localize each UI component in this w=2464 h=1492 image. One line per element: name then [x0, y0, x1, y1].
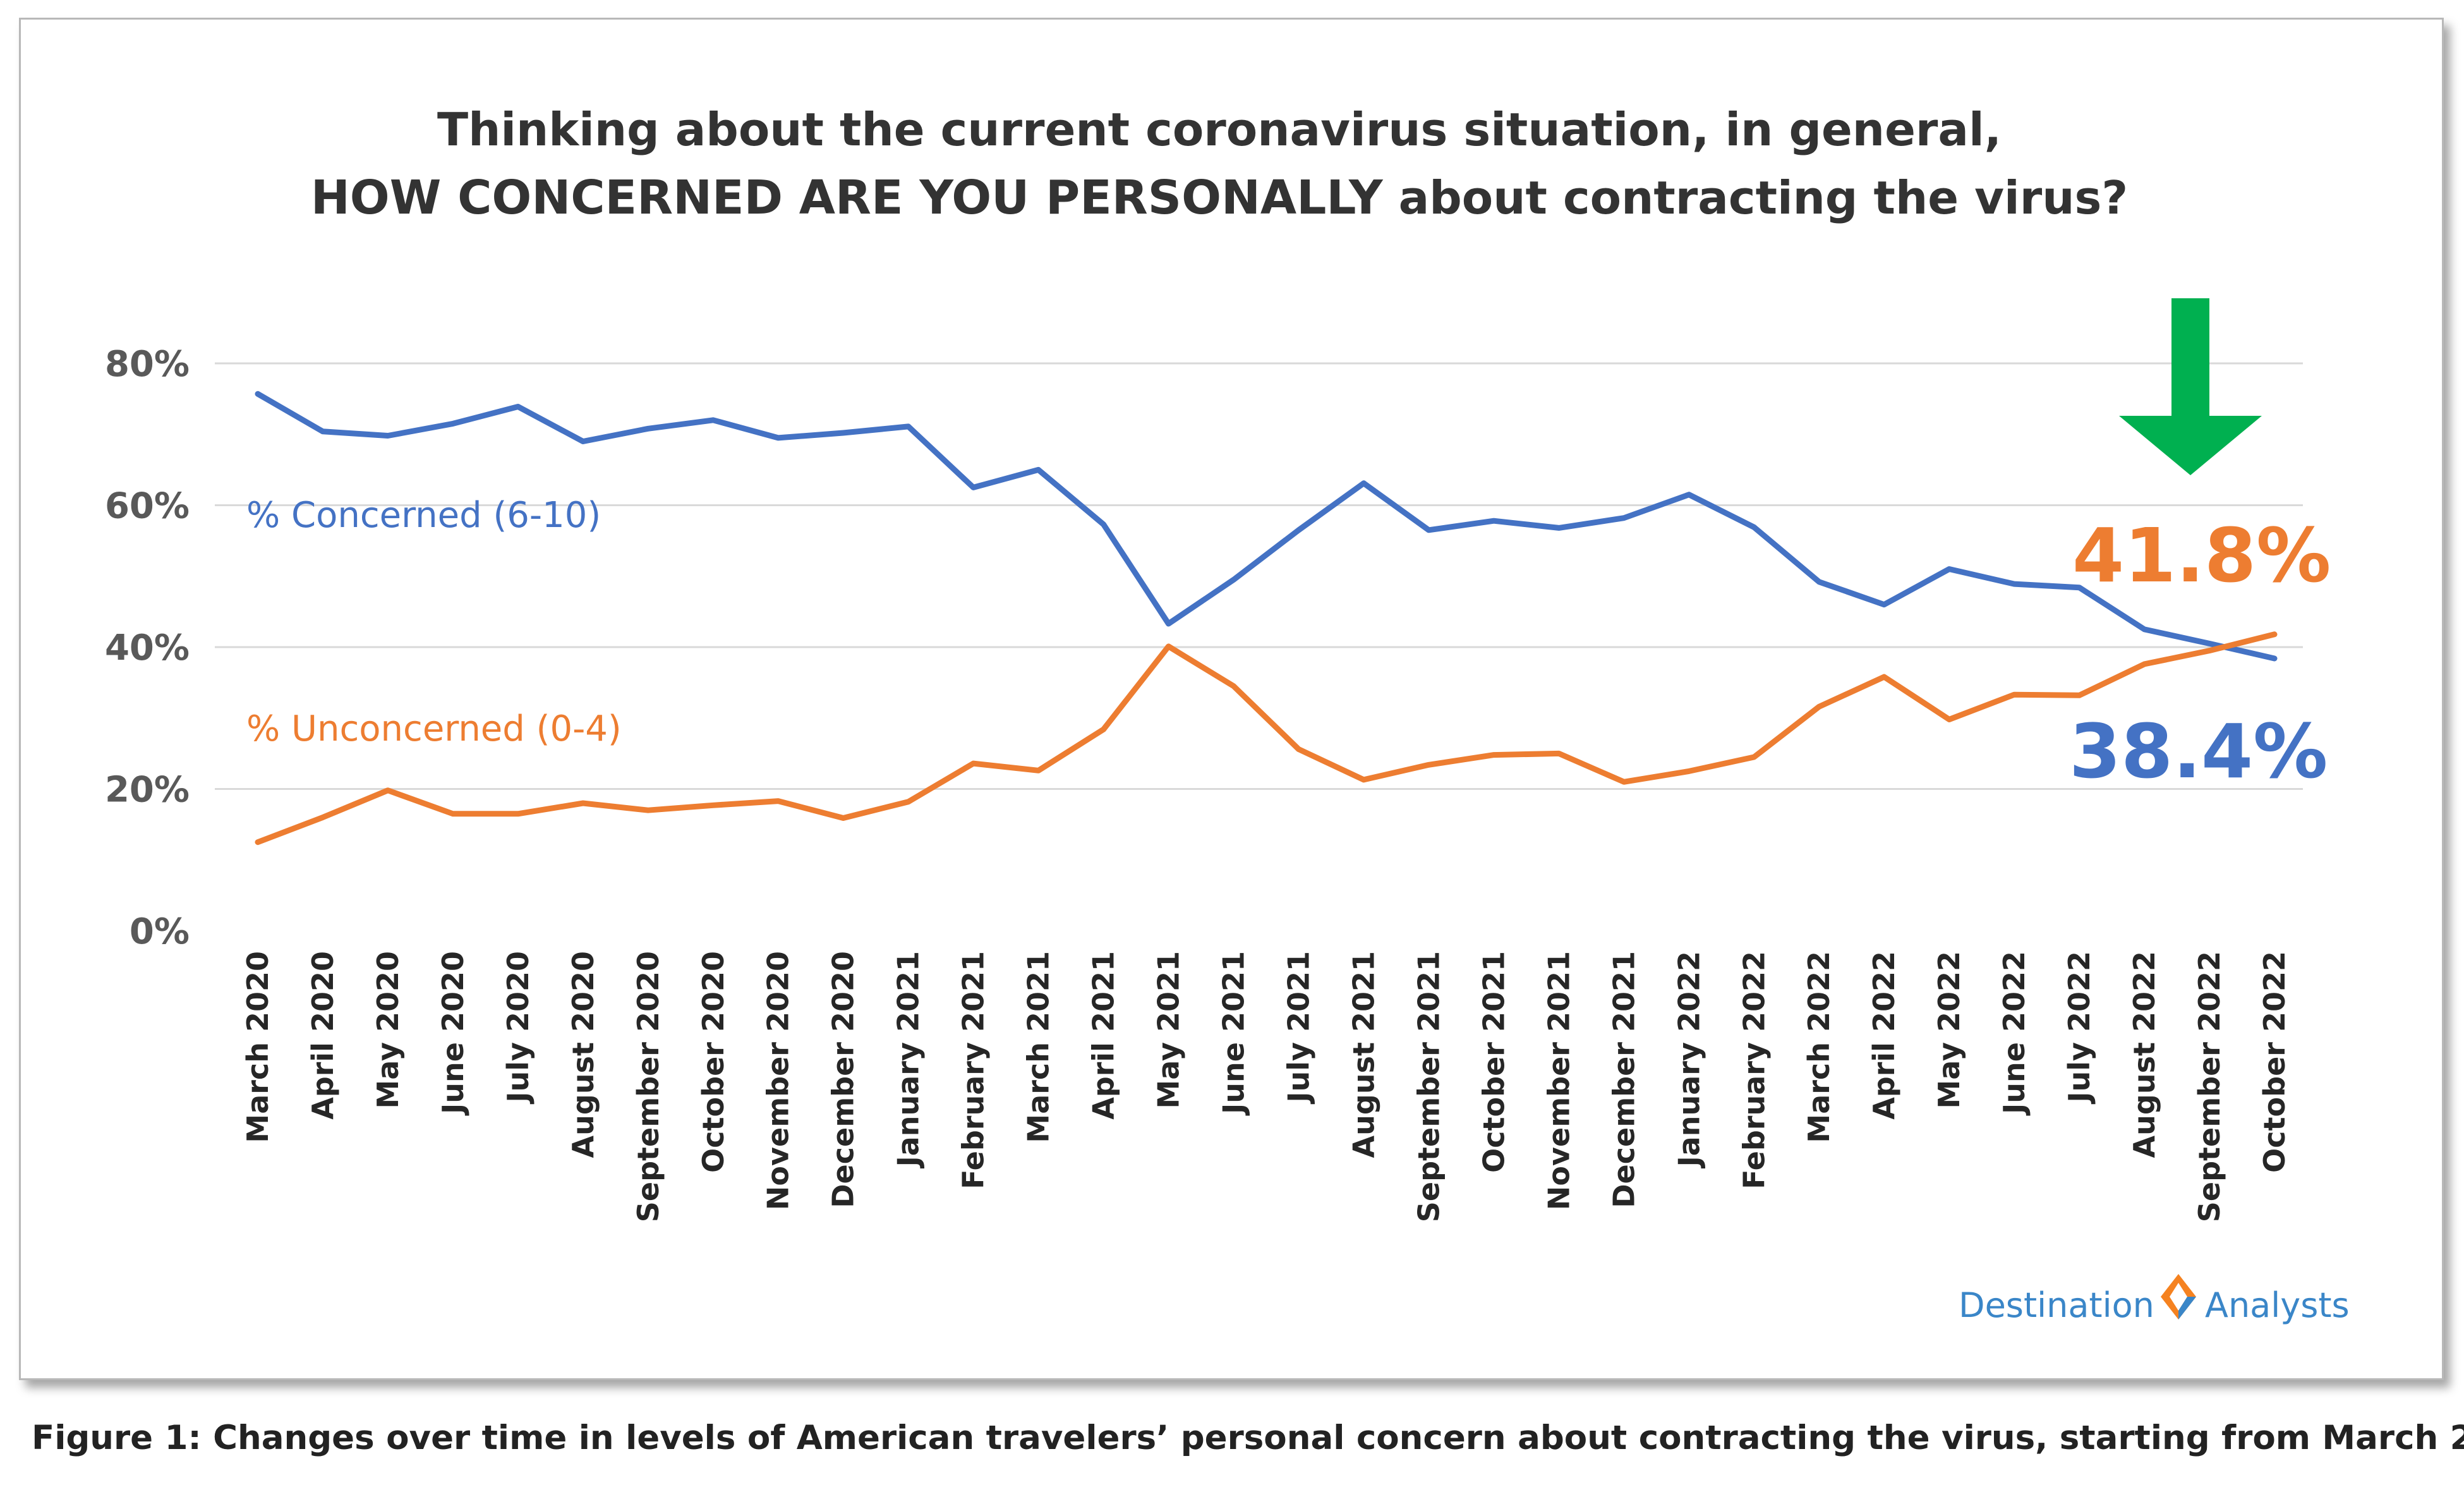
x-tick-label: June 2020	[436, 951, 470, 1116]
chart-title-line-2: HOW CONCERNED ARE YOU PERSONALLY about c…	[311, 171, 2128, 225]
legend-unconcerned-label: % Unconcerned (0-4)	[246, 708, 622, 749]
x-tick-label: June 2021	[1217, 951, 1251, 1116]
x-tick-label: December 2021	[1607, 951, 1641, 1208]
logo-diamond-icon	[2161, 1274, 2196, 1319]
series-line-unconcerned	[255, 631, 2278, 846]
y-tick-label: 20%	[105, 770, 190, 811]
x-tick-label: October 2020	[696, 951, 730, 1173]
x-tick-label: December 2020	[826, 951, 861, 1208]
x-tick-label: August 2021	[1346, 951, 1380, 1158]
x-tick-label: November 2021	[1542, 951, 1576, 1210]
y-tick-label: 60%	[105, 486, 190, 527]
chart-title-rest: about contracting the virus?	[1383, 171, 2129, 224]
y-tick-label: 40%	[105, 628, 190, 669]
legend-concerned-label: % Concerned (6-10)	[246, 495, 601, 536]
gridlines	[215, 362, 2303, 790]
x-tick-label: January 2021	[891, 951, 926, 1168]
x-tick-label: October 2022	[2257, 951, 2292, 1173]
x-tick-label: September 2022	[2192, 951, 2226, 1222]
x-tick-label: September 2020	[631, 951, 665, 1222]
y-axis-ticks: 0% 20% 40% 60% 80%	[105, 344, 190, 952]
logo-text-analysts: Analysts	[2205, 1285, 2350, 1325]
x-tick-label: May 2022	[1932, 951, 1966, 1108]
concerned-last-value: 38.4%	[2069, 708, 2328, 795]
x-tick-label: January 2022	[1672, 951, 1706, 1168]
x-tick-label: April 2021	[1087, 951, 1121, 1120]
x-tick-label: May 2020	[371, 951, 405, 1108]
x-tick-label: July 2021	[1281, 951, 1315, 1105]
x-tick-label: October 2021	[1477, 951, 1511, 1173]
x-tick-label: April 2022	[1867, 951, 1901, 1120]
x-tick-label: August 2020	[566, 951, 600, 1158]
chart-frame	[19, 18, 2444, 1380]
x-tick-label: March 2020	[241, 951, 275, 1143]
chart-title-line-1: Thinking about the current coronavirus s…	[437, 103, 2002, 156]
y-tick-label: 80%	[105, 344, 190, 385]
x-tick-label: March 2021	[1022, 951, 1056, 1143]
series-line-concerned	[255, 391, 2278, 662]
x-tick-label: April 2020	[306, 951, 340, 1120]
x-tick-label: June 2022	[1997, 951, 2031, 1116]
x-axis-ticks: March 2020 April 2020 May 2020 June 2020 Jul…	[241, 951, 2292, 1222]
x-tick-label: July 2020	[501, 951, 535, 1105]
series-lines	[255, 391, 2278, 846]
x-tick-label: September 2021	[1411, 951, 1446, 1222]
unconcerned-last-value: 41.8%	[2072, 512, 2331, 599]
x-tick-label: May 2021	[1152, 951, 1186, 1108]
figure-caption: Figure 1: Changes over time in levels of…	[32, 1419, 2464, 1457]
x-tick-label: August 2022	[2127, 951, 2161, 1158]
y-tick-label: 0%	[130, 911, 190, 952]
destination-analysts-logo: Destination Analysts	[1959, 1274, 2350, 1325]
x-tick-label: February 2022	[1737, 951, 1771, 1189]
logo-text-destination: Destination	[1959, 1285, 2154, 1325]
x-tick-label: November 2020	[761, 951, 795, 1210]
chart-title-emphasis: HOW CONCERNED ARE YOU PERSONALLY	[311, 171, 1384, 225]
x-tick-label: July 2022	[2062, 951, 2096, 1105]
down-arrow-icon	[2119, 298, 2262, 475]
x-tick-label: February 2021	[957, 951, 991, 1189]
x-tick-label: March 2022	[1802, 951, 1836, 1143]
